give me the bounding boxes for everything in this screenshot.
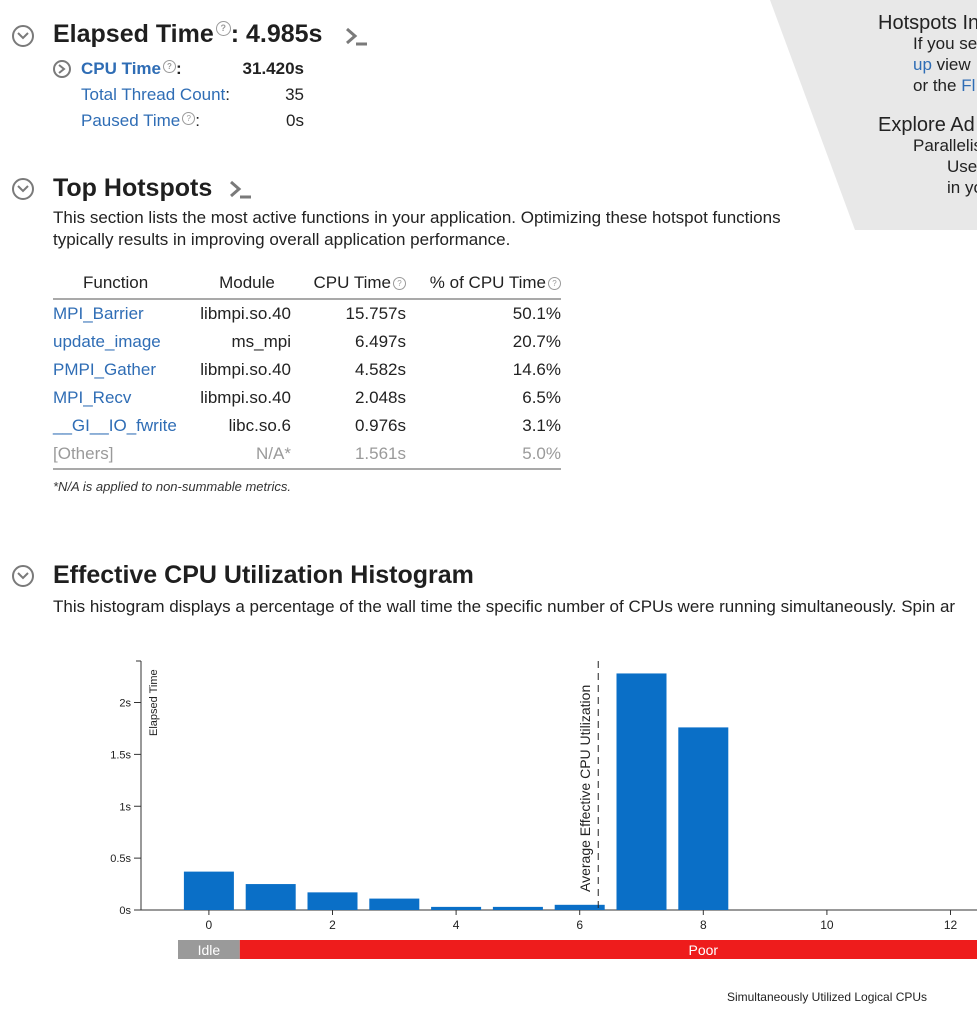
y-axis-label: Elapsed Time <box>148 669 160 736</box>
range-label: Idle <box>198 942 221 958</box>
panel-heading-explore: Explore Ad <box>878 114 975 136</box>
module-cell: libmpi.so.40 <box>200 388 291 407</box>
histogram-bar <box>307 892 358 910</box>
cpu-time-label[interactable]: CPU Time?: <box>81 59 182 78</box>
pct-cell: 14.6% <box>512 360 561 379</box>
average-utilization-label: Average Effective CPU Utilization <box>577 685 593 892</box>
table-row: MPI_Barrier libmpi.so.40 15.757s 50.1% <box>53 299 561 328</box>
function-link[interactable]: __GI__IO_fwrite <box>53 416 177 435</box>
panel-text: up view <box>913 55 971 74</box>
cpu-time-cell: 1.561s <box>291 440 406 470</box>
histogram-heading: Effective CPU Utilization Histogram <box>53 561 474 589</box>
x-tick-label: 12 <box>944 918 958 932</box>
cpu-time-cell: 4.582s <box>354 360 406 379</box>
table-row: MPI_Recv libmpi.so.40 2.048s 6.5% <box>53 384 561 412</box>
histogram-bar <box>554 904 605 910</box>
y-tick-label: 2s <box>119 698 131 710</box>
table-row: PMPI_Gather libmpi.so.40 4.582s 14.6% <box>53 356 561 384</box>
x-axis-label: Simultaneously Utilized Logical CPUs <box>727 990 927 1004</box>
collapse-elapsed-icon[interactable] <box>12 25 34 47</box>
pct-cell: 3.1% <box>522 416 561 435</box>
function-link[interactable]: MPI_Recv <box>53 388 132 407</box>
range-label: Poor <box>689 942 719 958</box>
y-tick-label: 0s <box>119 905 131 917</box>
table-row: update_image ms_mpi 6.497s 20.7% <box>53 328 561 356</box>
module-cell: N/A* <box>183 440 291 470</box>
tips-panel-bg <box>770 0 977 230</box>
module-cell: ms_mpi <box>231 332 291 351</box>
histogram-bar <box>431 906 482 910</box>
paused-time-value: 0s <box>286 111 304 130</box>
module-cell: libmpi.so.40 <box>200 304 291 323</box>
x-tick-label: 8 <box>700 918 707 932</box>
panel-heading-hotspots: Hotspots In <box>878 12 977 34</box>
column-header-cpu-time[interactable]: CPU Time? <box>291 268 406 300</box>
y-tick-label: 1s <box>119 801 131 813</box>
others-cell: [Others] <box>53 440 183 470</box>
x-tick-label: 4 <box>453 918 460 932</box>
copy-to-clipboard-icon[interactable] <box>345 27 369 47</box>
panel-text: Use <box>947 157 977 176</box>
x-tick-label: 10 <box>820 918 834 932</box>
cpu-time-cell: 2.048s <box>354 388 406 407</box>
histogram-bar <box>183 871 234 910</box>
hotspots-table: Function Module CPU Time? % of CPU Time?… <box>53 268 561 470</box>
histogram-bar <box>492 906 543 910</box>
cpu-time-cell: 6.497s <box>354 332 406 351</box>
cpu-utilization-histogram: 0s 0.5s 1s 1.5s 2s Elapsed Time 0 2 4 6 8 10 12 Avera… <box>110 660 977 1004</box>
help-icon[interactable]: ? <box>393 277 406 290</box>
panel-text: Parallelis <box>913 136 977 155</box>
y-tick-label: 1.5s <box>110 749 131 761</box>
panel-text: or the Fl <box>913 76 976 95</box>
table-row-others: [Others] N/A* 1.561s 5.0% <box>53 440 561 470</box>
column-header-function[interactable]: Function <box>53 268 183 300</box>
thread-count-label[interactable]: Total Thread Count: <box>81 85 231 104</box>
histogram-bar <box>369 898 420 910</box>
x-tick-label: 2 <box>329 918 336 932</box>
copy-to-clipboard-icon[interactable] <box>229 180 253 200</box>
cpu-time-cell: 0.976s <box>354 416 406 435</box>
x-tick-label: 6 <box>576 918 583 932</box>
module-cell: libmpi.so.40 <box>200 360 291 379</box>
table-row: __GI__IO_fwrite libc.so.6 0.976s 3.1% <box>53 412 561 440</box>
help-icon[interactable]: ? <box>215 21 231 36</box>
histogram-bar <box>678 727 729 910</box>
help-icon[interactable]: ? <box>548 277 561 290</box>
function-link[interactable]: PMPI_Gather <box>53 360 156 379</box>
panel-text: If you se <box>913 34 977 53</box>
top-hotspots-heading: Top Hotspots <box>53 174 213 202</box>
expand-cpu-time-icon[interactable] <box>53 60 71 78</box>
function-link[interactable]: update_image <box>53 332 161 351</box>
module-cell: libc.so.6 <box>228 416 291 435</box>
column-header-pct-cpu-time[interactable]: % of CPU Time? <box>406 268 561 300</box>
cpu-time-cell: 15.757s <box>345 304 407 323</box>
table-footnote: *N/A is applied to non-summable metrics. <box>53 479 291 494</box>
column-header-module[interactable]: Module <box>183 268 291 300</box>
help-icon[interactable]: ? <box>182 112 196 125</box>
utilization-range-poor <box>239 940 977 959</box>
histogram-description: This histogram displays a percentage of … <box>53 597 956 616</box>
utilization-range-idle <box>178 940 240 959</box>
bottom-up-link[interactable]: up <box>913 55 932 74</box>
help-icon[interactable]: ? <box>163 60 176 73</box>
x-tick-label: 0 <box>206 918 213 932</box>
cpu-time-value: 31.420s <box>242 59 304 78</box>
panel-text: in yo <box>947 178 977 197</box>
hotspots-description: This section lists the most active funct… <box>53 208 781 249</box>
thread-count-value: 35 <box>285 85 304 104</box>
pct-cell: 50.1% <box>512 304 561 323</box>
pct-cell: 6.5% <box>522 388 561 407</box>
pct-cell: 20.7% <box>512 332 561 351</box>
paused-time-label[interactable]: Paused Time?: <box>81 111 200 130</box>
histogram-bar <box>616 673 667 910</box>
function-link[interactable]: MPI_Barrier <box>53 304 144 323</box>
histogram-bar <box>245 884 296 910</box>
pct-cell: 5.0% <box>406 440 561 470</box>
collapse-histogram-icon[interactable] <box>12 565 34 587</box>
elapsed-time-heading: Elapsed Time?: 4.985s <box>53 20 323 48</box>
collapse-hotspots-icon[interactable] <box>12 178 34 200</box>
y-tick-label: 0.5s <box>110 853 131 865</box>
flame-graph-link[interactable]: Fl <box>961 76 976 95</box>
